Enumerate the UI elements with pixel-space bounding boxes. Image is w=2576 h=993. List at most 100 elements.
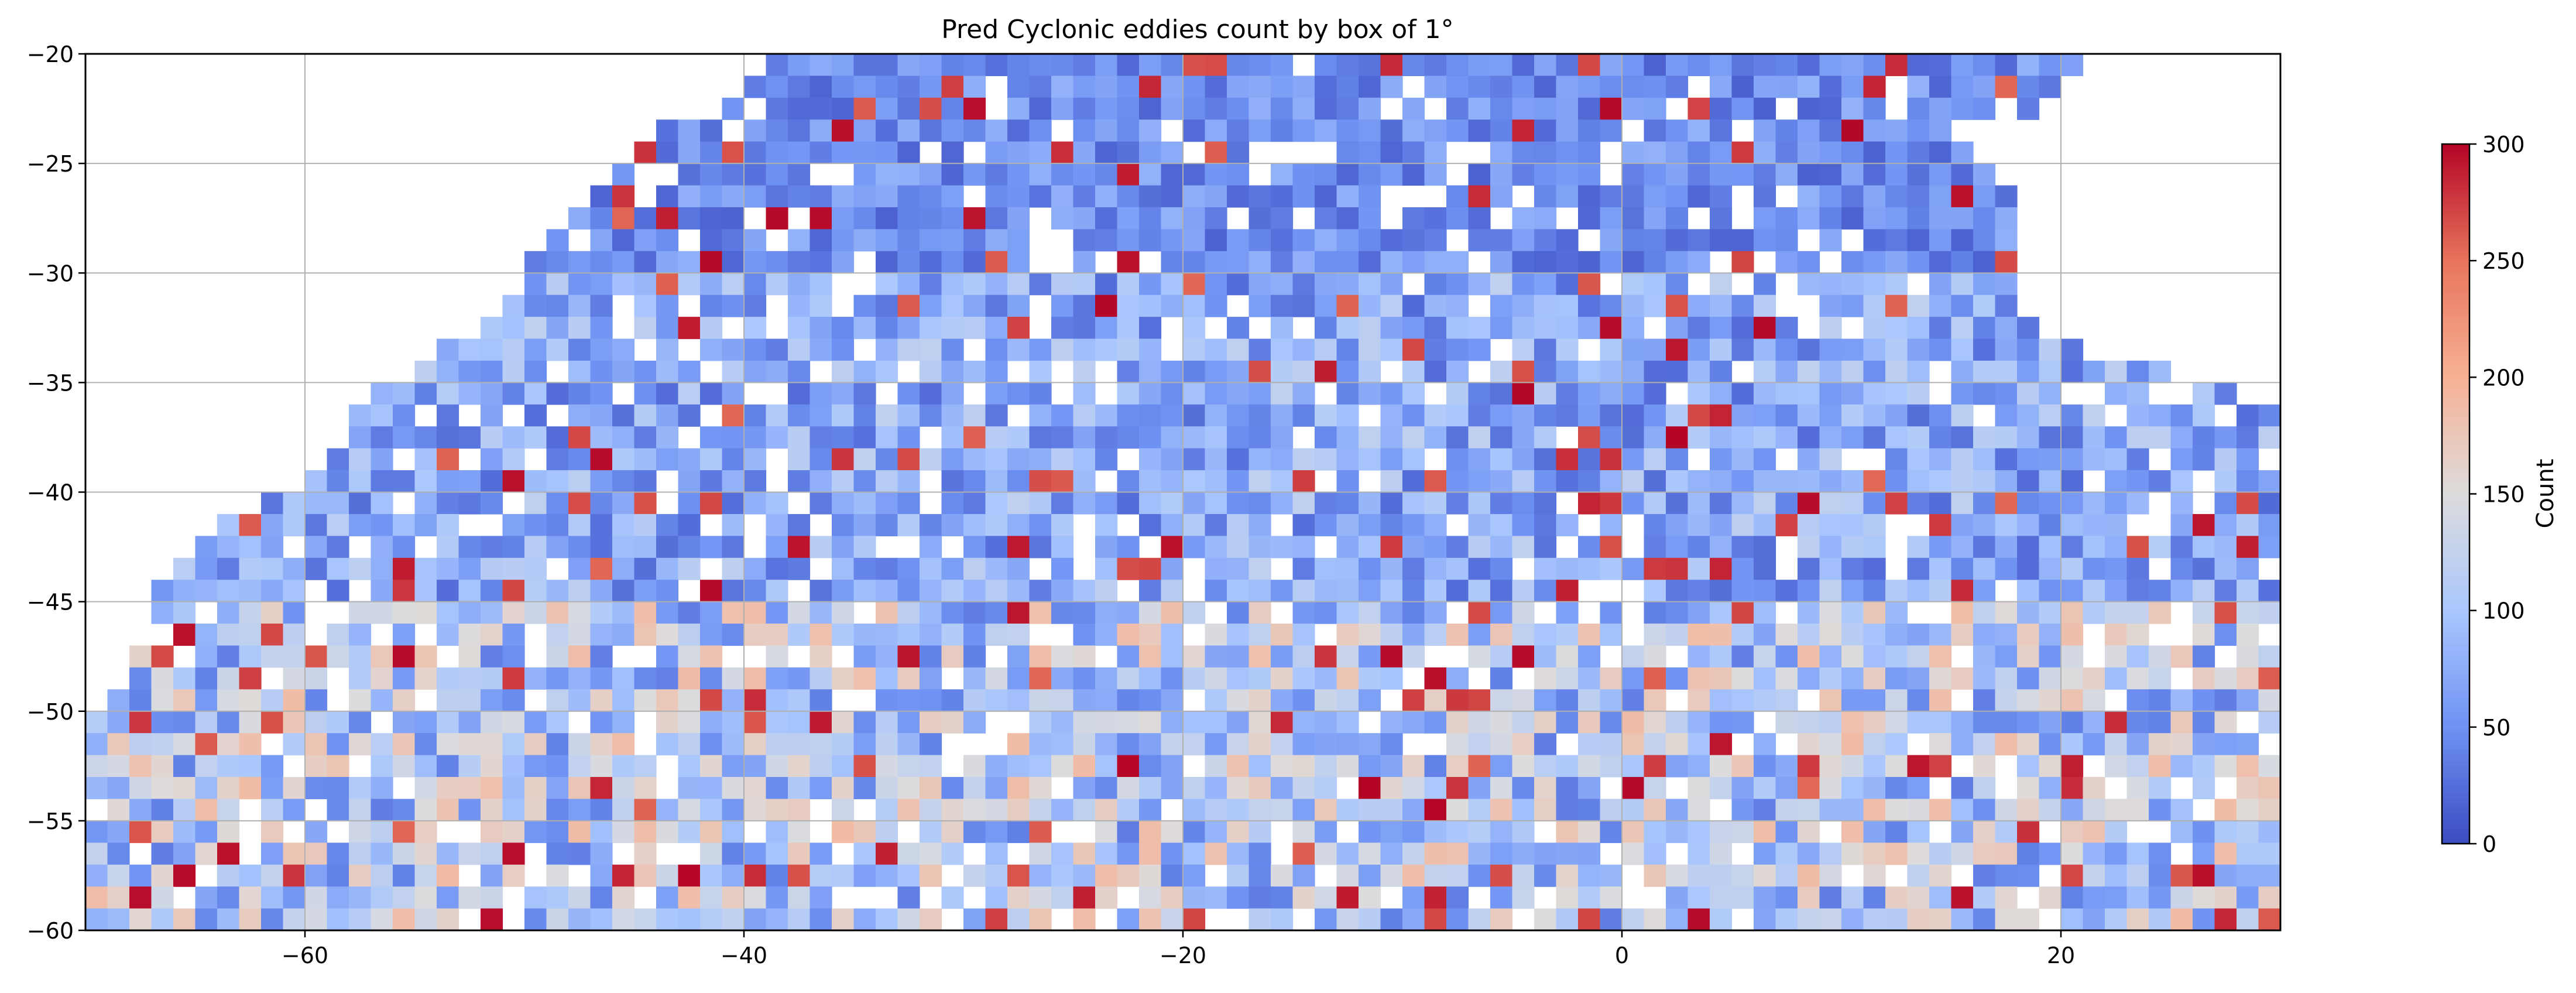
heatmap-cell	[1819, 273, 1842, 296]
heatmap-cell	[1073, 119, 1096, 142]
heatmap-cell	[1929, 513, 1952, 536]
heatmap-cell	[524, 667, 547, 690]
heatmap-cell	[1227, 733, 1250, 756]
heatmap-cell	[1863, 536, 1886, 559]
heatmap-cell	[2170, 711, 2193, 734]
heatmap-cell	[1359, 645, 1381, 668]
heatmap-cell	[502, 448, 525, 471]
heatmap-cell	[414, 755, 437, 778]
heatmap-cell	[832, 557, 855, 580]
heatmap-cell	[2149, 667, 2172, 690]
heatmap-cell	[1183, 492, 1206, 515]
heatmap-cell	[1359, 163, 1381, 186]
heatmap-cell	[1139, 317, 1162, 340]
heatmap-cell	[1731, 338, 1754, 361]
x-tick-label: −60	[282, 943, 328, 968]
heatmap-cell	[985, 755, 1008, 778]
heatmap-cell	[832, 251, 855, 273]
heatmap-cell	[1995, 557, 2018, 580]
heatmap-cell	[1380, 119, 1403, 142]
heatmap-cell	[744, 492, 767, 515]
heatmap-cell	[700, 864, 723, 887]
heatmap-cell	[809, 733, 832, 756]
heatmap-cell	[744, 185, 767, 208]
heatmap-cell	[2237, 843, 2259, 865]
heatmap-cell	[1248, 448, 1271, 471]
heatmap-cell	[327, 777, 349, 800]
heatmap-cell	[832, 426, 855, 449]
heatmap-cell	[349, 601, 372, 624]
heatmap-cell	[1995, 295, 2018, 317]
heatmap-cell	[788, 689, 811, 712]
heatmap-cell	[1951, 251, 1974, 273]
heatmap-cell	[1029, 645, 1052, 668]
heatmap-cell	[1578, 733, 1601, 756]
heatmap-cell	[941, 404, 964, 427]
heatmap-cell	[1095, 141, 1118, 164]
heatmap-cell	[327, 755, 349, 778]
heatmap-cell	[349, 777, 372, 800]
heatmap-cell	[1117, 645, 1140, 668]
heatmap-cell	[1205, 119, 1227, 142]
heatmap-cell	[1819, 536, 1842, 559]
heatmap-cell	[788, 338, 811, 361]
heatmap-cell	[1139, 820, 1162, 843]
heatmap-cell	[1907, 185, 1930, 208]
heatmap-cell	[1798, 360, 1820, 383]
heatmap-cell	[678, 755, 701, 778]
heatmap-cell	[371, 908, 393, 931]
heatmap-cell	[1007, 777, 1030, 800]
heatmap-cell	[1841, 207, 1864, 230]
heatmap-cell	[1227, 799, 1250, 821]
heatmap-cell	[2126, 755, 2149, 778]
heatmap-cell	[1754, 404, 1776, 427]
heatmap-cell	[1687, 557, 1710, 580]
heatmap-cell	[1468, 601, 1491, 624]
heatmap-cell	[722, 251, 745, 273]
heatmap-cell	[1095, 799, 1118, 821]
heatmap-cell	[1885, 580, 1908, 602]
heatmap-cell	[920, 382, 942, 405]
heatmap-cell	[1819, 470, 1842, 493]
heatmap-cell	[85, 908, 108, 931]
heatmap-cell	[1051, 185, 1074, 208]
heatmap-cell	[371, 864, 393, 887]
heatmap-cell	[1534, 404, 1557, 427]
x-tick-label: 0	[1615, 943, 1629, 968]
heatmap-cell	[876, 251, 898, 273]
heatmap-cell	[853, 470, 876, 493]
heatmap-cell	[876, 470, 898, 493]
heatmap-cell	[568, 777, 591, 800]
heatmap-cell	[590, 229, 613, 252]
heatmap-cell	[1315, 207, 1337, 230]
heatmap-cell	[1073, 580, 1096, 602]
heatmap-cell	[766, 207, 788, 230]
heatmap-cell	[876, 667, 898, 690]
heatmap-cell	[1600, 689, 1623, 712]
heatmap-cell	[1534, 557, 1557, 580]
heatmap-cell	[2039, 448, 2062, 471]
heatmap-cell	[876, 163, 898, 186]
heatmap-cell	[546, 382, 569, 405]
heatmap-cell	[1666, 141, 1689, 164]
heatmap-cell	[2083, 689, 2105, 712]
heatmap-cell	[107, 689, 130, 712]
heatmap-cell	[809, 54, 832, 77]
heatmap-cell	[788, 185, 811, 208]
heatmap-cell	[1666, 251, 1689, 273]
heatmap-cell	[1622, 97, 1645, 120]
heatmap-cell	[985, 843, 1008, 865]
heatmap-cell	[1798, 820, 1820, 843]
heatmap-cell	[1600, 317, 1623, 340]
heatmap-cell	[1271, 295, 1294, 317]
heatmap-cell	[985, 536, 1008, 559]
heatmap-cell	[546, 777, 569, 800]
heatmap-cell	[393, 843, 416, 865]
heatmap-cell	[590, 645, 613, 668]
heatmap-cell	[283, 624, 306, 646]
heatmap-cell	[239, 580, 262, 602]
heatmap-cell	[920, 76, 942, 98]
heatmap-cell	[1380, 777, 1403, 800]
heatmap-cell	[1798, 601, 1820, 624]
heatmap-cell	[1029, 799, 1052, 821]
